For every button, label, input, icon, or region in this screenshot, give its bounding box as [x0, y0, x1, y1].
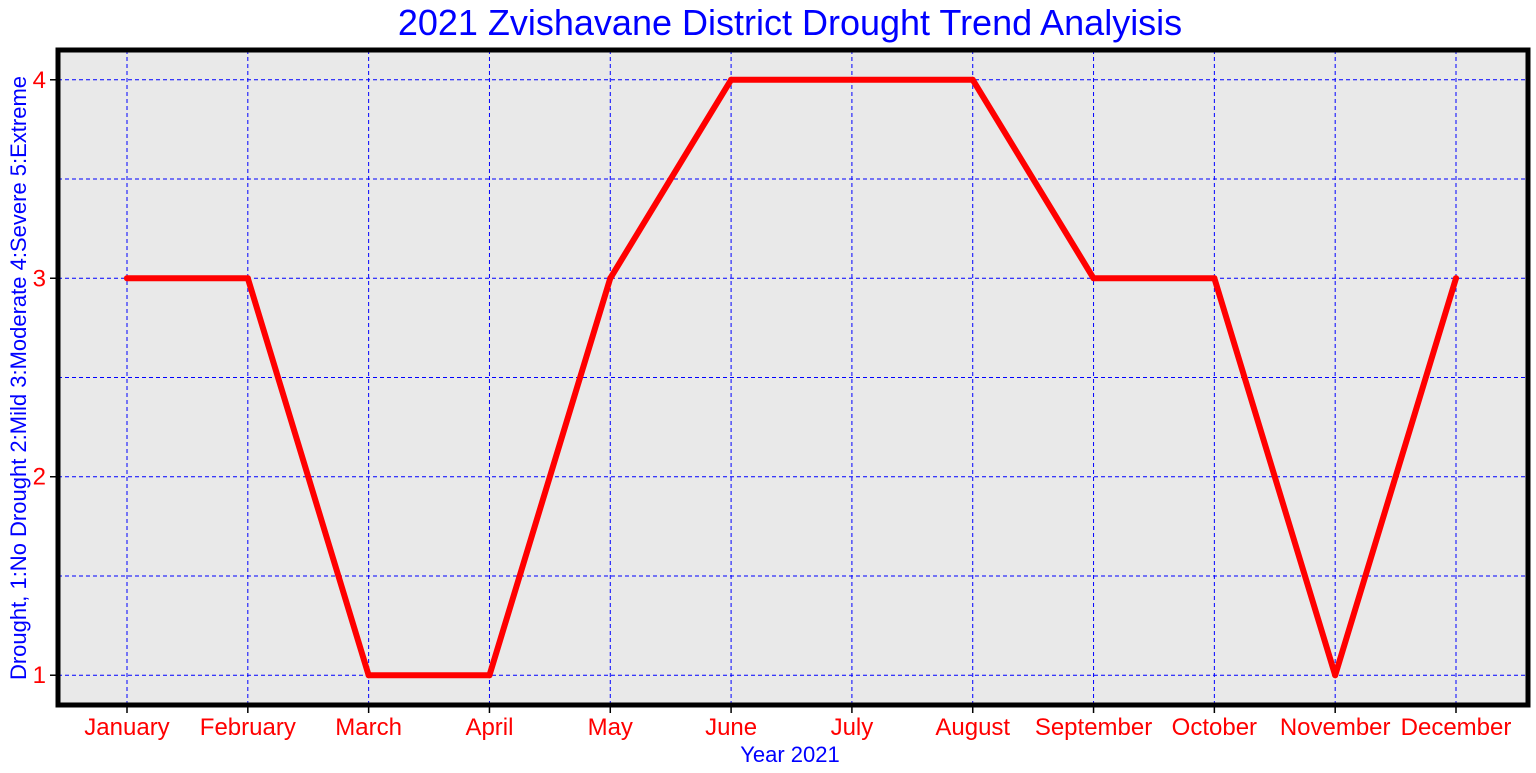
x-axis-ticks: January February March April May June July Augu…: [84, 705, 1511, 741]
y-axis-label: Drought, 1:No Drought 2:Mild 3:Moderate …: [6, 76, 31, 680]
y-tick-label: 2: [33, 464, 46, 491]
data-point: [1453, 275, 1459, 282]
x-tick-label: June: [705, 714, 757, 741]
data-point: [124, 275, 130, 282]
x-tick-label: October: [1172, 714, 1257, 741]
y-tick-label: 4: [33, 67, 46, 94]
x-tick-label: March: [335, 714, 402, 741]
data-point: [365, 672, 372, 679]
x-tick-label: September: [1035, 714, 1152, 741]
x-tick-label: December: [1401, 714, 1512, 741]
x-tick-label: April: [465, 714, 513, 741]
gridlines: [58, 50, 1528, 705]
x-tick-label: November: [1280, 714, 1391, 741]
x-tick-label: January: [84, 714, 169, 741]
data-point: [728, 76, 735, 83]
x-tick-label: May: [588, 714, 633, 741]
data-point: [244, 275, 251, 282]
drought-series: [124, 76, 1459, 679]
x-tick-label: July: [831, 714, 874, 741]
data-point: [848, 76, 855, 83]
drought-line: [124, 76, 1459, 679]
data-point: [1211, 275, 1218, 282]
plot-frame: [55, 47, 1531, 708]
chart-title: 2021 Zvishavane District Drought Trend A…: [398, 2, 1182, 43]
x-tick-label: February: [200, 714, 296, 741]
x-tick-label: August: [935, 714, 1010, 741]
y-axis-ticks: 1 2 3 4: [33, 67, 58, 689]
data-point: [486, 672, 493, 679]
data-point: [607, 275, 614, 282]
y-tick-label: 3: [33, 265, 46, 292]
x-axis-label: Year 2021: [740, 742, 840, 767]
data-point: [1090, 275, 1097, 282]
y-tick-label: 1: [33, 662, 46, 689]
data-point: [1332, 672, 1339, 679]
data-point: [969, 76, 976, 83]
